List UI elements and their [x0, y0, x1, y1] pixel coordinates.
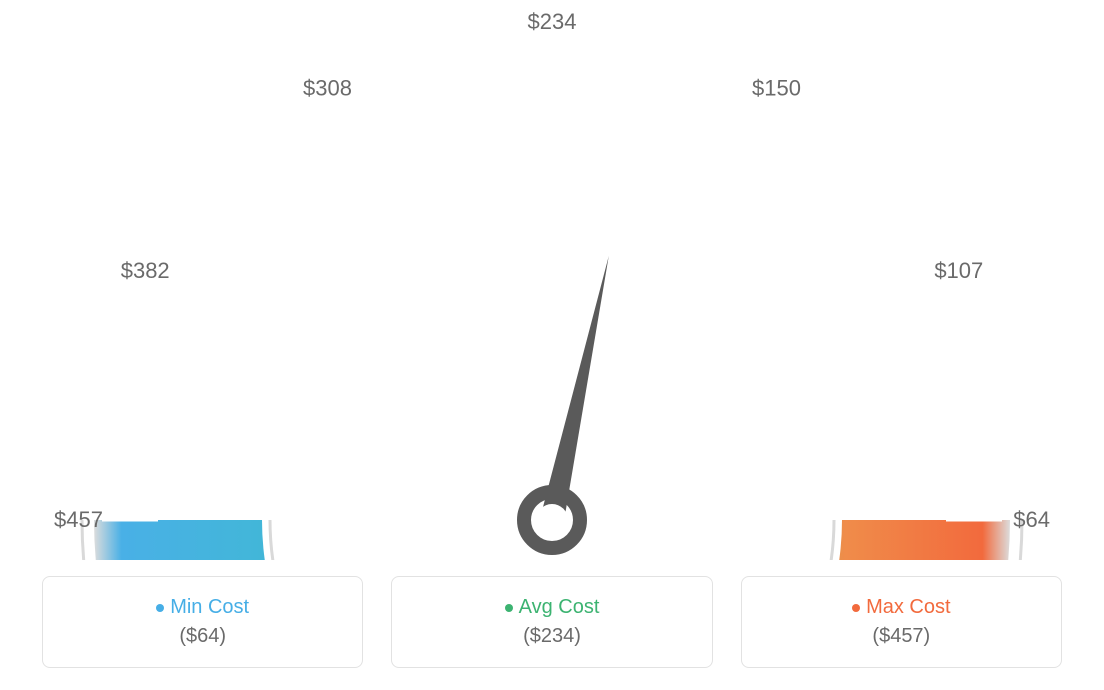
legend-max-label: Max Cost: [866, 596, 950, 619]
gauge-hub-inner: [536, 504, 568, 536]
gauge-tick-label: $64: [1013, 507, 1050, 532]
legend-avg-label: Avg Cost: [519, 596, 600, 619]
cost-gauge: $64 $107 $150 $234 $308 $382 $457: [0, 0, 1104, 560]
gauge-tick-label: $308: [303, 76, 352, 101]
legend-avg-title: Avg Cost: [505, 596, 600, 619]
legend-card-min: Min Cost ($64): [42, 576, 363, 668]
gauge-tick-label: $457: [54, 507, 103, 532]
gauge-tick-label: $150: [752, 76, 801, 101]
gauge-svg: $64 $107 $150 $234 $308 $382 $457: [0, 0, 1104, 560]
gauge-tick-label: $234: [528, 9, 577, 34]
dot-icon: [156, 604, 164, 612]
dot-icon: [505, 604, 513, 612]
gauge-tick-label: $107: [934, 258, 983, 283]
gauge-tick-label: $382: [121, 258, 170, 283]
legend-max-value: ($457): [872, 625, 930, 648]
legend-max-title: Max Cost: [852, 596, 950, 619]
gauge-needle: [540, 256, 609, 522]
legend-row: Min Cost ($64) Avg Cost ($234) Max Cost …: [42, 576, 1062, 668]
legend-min-label: Min Cost: [170, 596, 249, 619]
dot-icon: [852, 604, 860, 612]
legend-min-title: Min Cost: [156, 596, 249, 619]
legend-card-avg: Avg Cost ($234): [391, 576, 712, 668]
legend-card-max: Max Cost ($457): [741, 576, 1062, 668]
legend-min-value: ($64): [179, 625, 226, 648]
legend-avg-value: ($234): [523, 625, 581, 648]
